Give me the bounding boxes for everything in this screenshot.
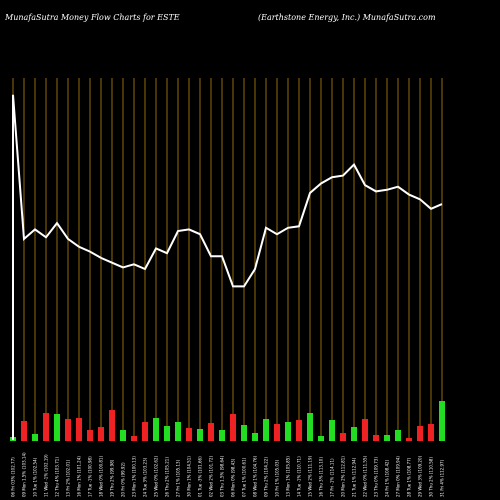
x-tick-label: 16 Thu 3% (113.10)	[319, 457, 324, 497]
money-flow-bar	[373, 435, 379, 441]
x-tick-label: 13 Fri 2% (102.01)	[66, 459, 71, 497]
x-tick-label: 28 Tue 1% (108.77)	[407, 457, 412, 497]
x-tick-label: 07 Tue 1% (100.61)	[242, 457, 247, 497]
money-flow-bar	[76, 418, 82, 441]
money-flow-bar	[32, 434, 38, 441]
x-tick-label: 10 Fri 1% (105.03)	[275, 459, 280, 497]
money-flow-bar	[274, 424, 280, 441]
money-flow-bar	[263, 419, 269, 441]
money-flow-bar	[362, 419, 368, 441]
x-tick-label: 06 Mon 0% (98.43)	[231, 458, 236, 497]
x-tick-label: 25 Wed 0% (102.62)	[154, 455, 159, 497]
x-tick-label: 27 Mon 0% (109.94)	[396, 456, 401, 497]
x-tick-label: 09 Thu 2% (104.22)	[264, 457, 269, 497]
x-tick-label: 24 Tue 3% (103.23)	[143, 457, 148, 497]
money-flow-bar	[252, 433, 258, 441]
x-tick-label: 12 Thu 4% (103.71)	[55, 457, 60, 497]
money-flow-bar	[351, 427, 357, 441]
x-tick-label: 10 Tue 1% (102.54)	[33, 457, 38, 497]
money-flow-bar	[98, 427, 104, 441]
x-tick-label: 06 Fri 03% (102.77)	[11, 457, 16, 497]
money-flow-bar	[109, 410, 115, 441]
money-flow-bar	[120, 430, 126, 441]
x-tick-labels: 06 Fri 03% (102.77) 09 Mon 1.5% (103.14) 1…	[11, 452, 445, 497]
x-tick-label: 18 Wed 0% (100.81)	[99, 455, 104, 497]
money-flow-bar	[54, 414, 60, 441]
x-tick-label: 08 Wed 1% (104.76)	[253, 455, 258, 497]
money-flow-bar	[219, 430, 225, 441]
money-flow-bar	[307, 413, 313, 441]
x-tick-label: 22 Wed 0% (111.55)	[363, 455, 368, 497]
money-flow-bar	[417, 426, 423, 441]
x-tick-label: 02 Wed 2% (101.72)	[209, 455, 214, 497]
money-flow-bar	[329, 420, 335, 441]
price-line	[12, 94, 443, 440]
money-flow-bar	[164, 426, 170, 441]
money-flow-bar	[175, 422, 181, 441]
money-flow-bar	[285, 422, 291, 441]
x-tick-label: 21 Tue 1% (112.94)	[352, 457, 357, 497]
x-tick-label: 20 Mon 2% (112.81)	[341, 456, 346, 497]
money-flow-bar	[230, 414, 236, 441]
money-flow-bar	[406, 438, 412, 441]
x-tick-label: 09 Mon 1.5% (103.14)	[22, 452, 27, 497]
money-flow-bar	[395, 430, 401, 441]
chart-title-left: MunafaSutra Money Flow Charts for ESTE	[5, 13, 180, 22]
money-flow-bar	[87, 430, 93, 441]
money-flow-bar	[296, 420, 302, 441]
money-flow-bar	[197, 429, 203, 441]
x-tick-label: 29 Wed 3% (109.20)	[418, 455, 423, 497]
x-tick-label: 19 Thu 2% (99.98)	[110, 459, 115, 497]
x-tick-label: 26 Thu 2% (105.21)	[165, 457, 170, 497]
x-tick-label: 13 Mon 1% (105.85)	[286, 456, 291, 497]
x-tick-label: 01 Tue -3% (101.66)	[198, 456, 203, 497]
money-flow-bars	[10, 401, 445, 441]
x-tick-label: 20 Fri 0% (99.92)	[121, 462, 126, 497]
x-tick-label: 23 Mon 1% (100.13)	[132, 456, 137, 497]
money-flow-bar	[153, 418, 159, 441]
money-flow-bar	[43, 413, 49, 441]
money-flow-bar	[384, 435, 390, 441]
money-flow-bar	[142, 422, 148, 441]
grid-lines	[12, 78, 443, 441]
x-tick-label: 16 Mon 1% (101.24)	[77, 456, 82, 497]
x-tick-label: 30 Mon 1% (104.51)	[187, 456, 192, 497]
x-tick-label: 17 Tue -1% (100.98)	[88, 456, 93, 497]
money-flow-bar	[340, 433, 346, 441]
chart-title-right: (Earthstone Energy, Inc.) MunafaSutra.co…	[258, 13, 436, 22]
x-tick-label: 11 Wed -1% (102.19)	[44, 454, 49, 497]
money-flow-bar	[208, 423, 214, 441]
x-tick-label: 31 Fri 4% (112.97)	[440, 459, 445, 497]
money-flow-bar	[21, 421, 27, 441]
money-flow-bar	[186, 428, 192, 441]
money-flow-bar	[241, 425, 247, 441]
x-tick-label: 30 Thu 2% (110.58)	[429, 457, 434, 497]
money-flow-bar	[439, 401, 445, 441]
money-flow-bar	[131, 436, 137, 441]
x-tick-label: 27 Fri 1% (105.13)	[176, 459, 181, 497]
money-flow-bar	[65, 419, 71, 441]
x-tick-label: 23 Thu 0% (109.73)	[374, 457, 379, 497]
money-flow-bar	[318, 436, 324, 441]
x-tick-label: 14 Tue -1% (110.71)	[297, 456, 302, 497]
money-flow-bar	[428, 424, 434, 441]
x-tick-label: 03 Thu 1.5% (98.64)	[220, 455, 225, 497]
x-tick-label: 24 Fri 1% (108.42)	[385, 459, 390, 497]
x-tick-label: 17 Fri -1% (114.11)	[330, 458, 335, 497]
x-tick-label: 15 Wed 2% (111.19)	[308, 455, 313, 497]
